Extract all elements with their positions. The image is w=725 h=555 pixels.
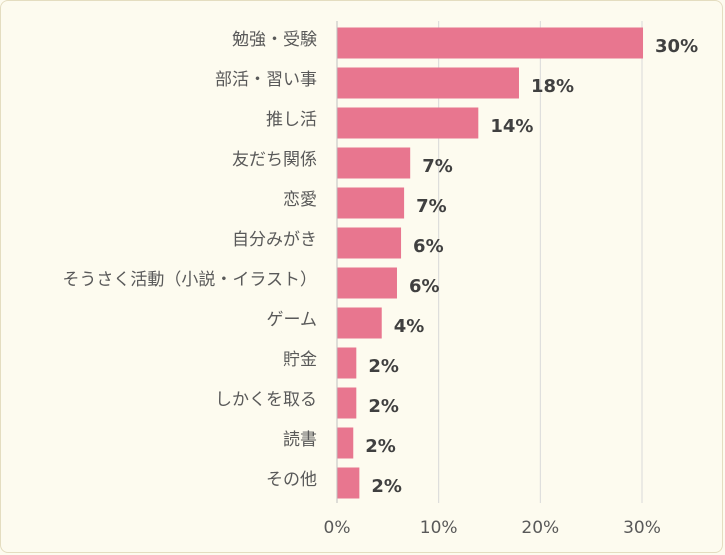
category-label-4: 恋愛 [283, 189, 317, 210]
category-label-5: 自分みがき [232, 230, 317, 250]
category-label-0: 勉強・受験 [232, 30, 317, 50]
value-label-10: 2% [365, 436, 396, 457]
category-label-2: 推し活 [266, 110, 317, 130]
bar-8 [337, 347, 357, 379]
bar-1 [337, 67, 519, 99]
x-tick-label-2: 20% [521, 518, 559, 538]
bar-2 [337, 107, 479, 139]
x-tick-label-1: 10% [420, 518, 458, 538]
bar-0 [337, 27, 644, 59]
category-label-7: ゲーム [267, 310, 318, 330]
bar-6 [337, 267, 397, 299]
category-label-9: しかくを取る [215, 390, 317, 410]
bar-3 [337, 147, 411, 179]
value-label-3: 7% [422, 156, 453, 177]
category-label-1: 部活・習い事 [215, 70, 317, 90]
value-label-1: 18% [531, 76, 574, 97]
value-label-4: 7% [416, 196, 447, 217]
category-label-8: 貯金 [283, 350, 317, 370]
value-label-0: 30% [655, 36, 698, 57]
category-label-10: 読書 [283, 430, 317, 450]
category-label-11: その他 [266, 470, 317, 490]
bar-11 [337, 467, 360, 499]
value-label-11: 2% [371, 476, 402, 497]
value-label-5: 6% [413, 236, 444, 257]
category-label-6: そうさく活動（小説・イラスト） [62, 270, 317, 290]
bar-5 [337, 227, 402, 259]
bar-9 [337, 387, 357, 419]
x-tick-label-3: 30% [623, 518, 661, 538]
x-tick-label-0: 0% [324, 518, 351, 538]
value-label-7: 4% [394, 316, 425, 337]
value-label-9: 2% [368, 396, 399, 417]
bar-7 [337, 307, 382, 339]
value-label-8: 2% [368, 356, 399, 377]
value-label-6: 6% [409, 276, 440, 297]
value-label-2: 14% [490, 116, 533, 137]
bar-4 [337, 187, 405, 219]
bar-10 [337, 427, 354, 459]
category-label-3: 友だち関係 [232, 150, 317, 170]
